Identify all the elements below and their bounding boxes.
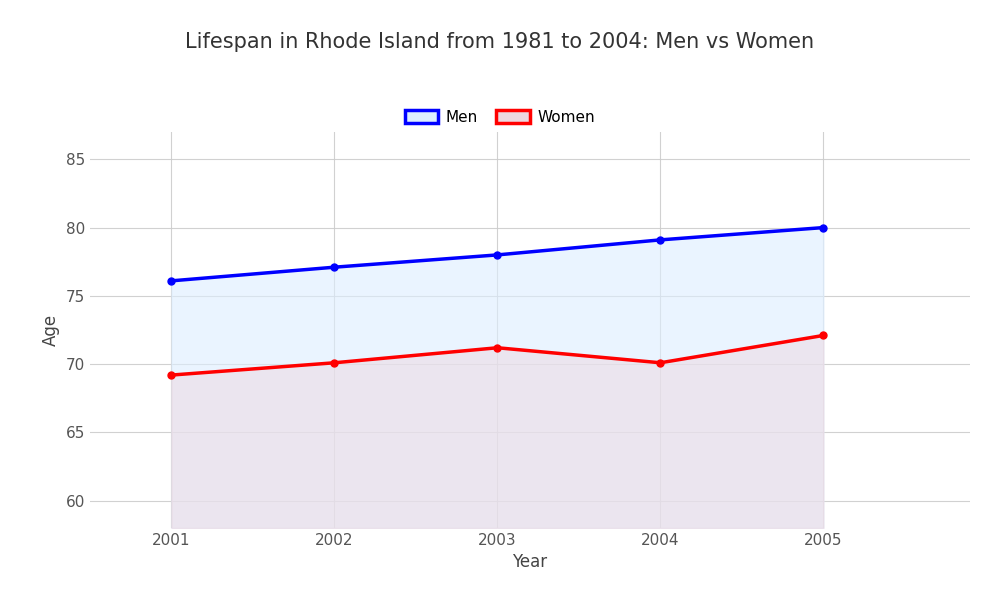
- Text: Lifespan in Rhode Island from 1981 to 2004: Men vs Women: Lifespan in Rhode Island from 1981 to 20…: [185, 32, 815, 52]
- X-axis label: Year: Year: [512, 553, 548, 571]
- Legend: Men, Women: Men, Women: [399, 104, 601, 131]
- Y-axis label: Age: Age: [42, 314, 60, 346]
